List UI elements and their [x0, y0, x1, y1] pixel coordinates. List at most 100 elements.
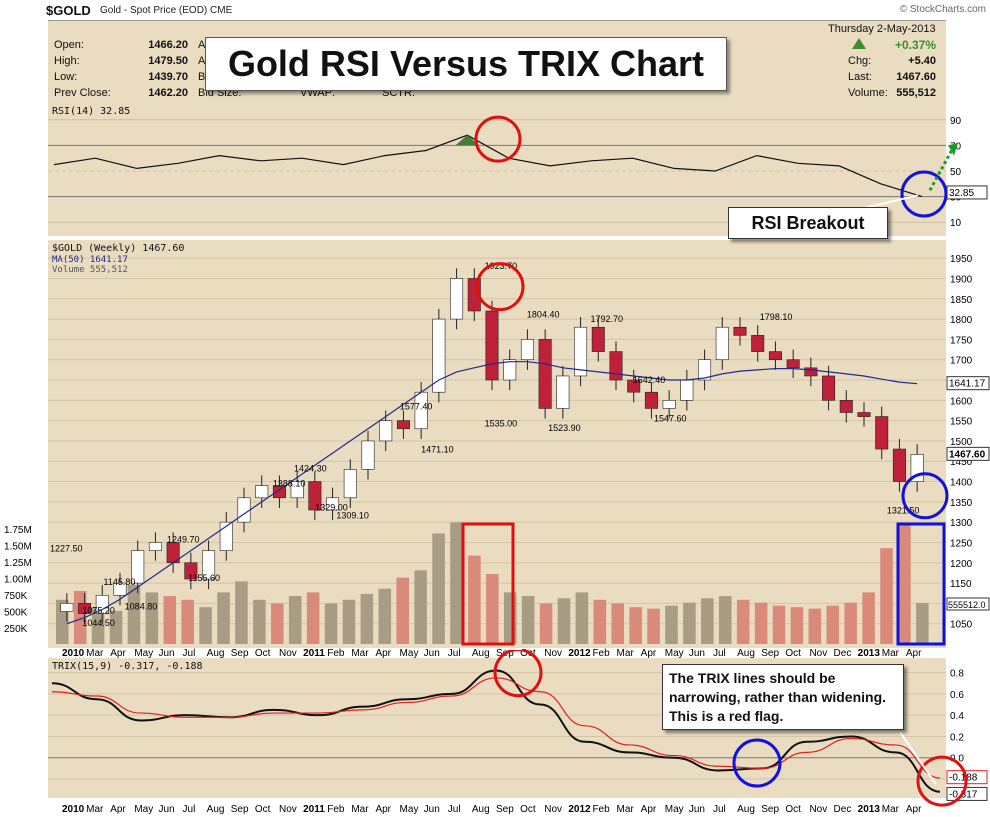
candle-body: [804, 367, 818, 377]
candle-body: [715, 326, 729, 361]
candle-body: [379, 420, 393, 442]
rsi-overbought-fill: [455, 135, 480, 146]
price-tick-label: 1200: [950, 559, 973, 570]
volume-last-box: [946, 597, 990, 611]
volume-bar: [826, 605, 840, 644]
trix-x-label: Apr: [641, 804, 657, 815]
candle-body: [343, 469, 357, 499]
trix-x-label: Mar: [882, 804, 900, 815]
volume-bar: [396, 577, 409, 644]
volume-tick-label: 750K: [4, 591, 28, 602]
volume-bar: [718, 596, 732, 644]
candle-body: [131, 550, 145, 584]
trix-x-label: Sep: [496, 804, 514, 815]
volume-tick-label: 1.00M: [4, 575, 32, 586]
volume-bar: [521, 596, 535, 644]
volume-bar: [432, 533, 445, 644]
trix-x-label: Oct: [520, 804, 536, 815]
volume-bar: [163, 596, 177, 644]
prev-close-value: 1462.20: [148, 87, 188, 99]
price-annotation: 1321.50: [887, 505, 920, 515]
trix-recent-circle: [916, 755, 968, 807]
volume-bar: [127, 585, 141, 644]
volume-bar: [736, 599, 750, 644]
rsi-tick-label: 10: [950, 218, 962, 229]
volume-tick-label: 1.75M: [4, 525, 32, 536]
price-tick-label: 1300: [950, 518, 973, 529]
price-annotation: 1145.80: [104, 577, 136, 587]
last-label: Last:: [848, 71, 872, 83]
candle-body: [662, 400, 676, 409]
price-chart: 1050110011501200125013001350140014501500…: [4, 254, 990, 659]
trix-x-label: Apr: [375, 804, 391, 815]
volume-bar: [629, 607, 642, 644]
trix-x-label: Jun: [689, 804, 705, 815]
rsi-tick-label: 50: [950, 167, 962, 178]
trix-peak-circle: [493, 650, 543, 698]
candle-body: [396, 420, 410, 430]
volume-bar: [503, 592, 517, 644]
volume-bar: [450, 522, 463, 644]
trix-x-label: Aug: [207, 804, 225, 815]
price-annotation: 1075.20: [82, 605, 115, 615]
trix-x-label: Jul: [713, 804, 726, 815]
trix-x-label: May: [400, 804, 419, 815]
volume-bar: [575, 592, 589, 644]
volume-bar: [468, 555, 481, 644]
rsi-last-label: 32.85: [949, 188, 974, 199]
trix-x-label: Nov: [279, 804, 297, 815]
price-x-label: Apr: [375, 648, 391, 659]
price-x-label: Jun: [158, 648, 174, 659]
volume-tick-label: 500K: [4, 608, 28, 619]
stockcharts-logo: © StockCharts.com: [899, 4, 986, 15]
volume-bar: [862, 592, 875, 644]
price-tick-label: 1050: [950, 620, 973, 631]
volume-bar: [414, 570, 427, 644]
trix-x-label: Sep: [231, 804, 249, 815]
trix-tick-label: 0.2: [950, 732, 964, 743]
candle-body: [839, 400, 853, 413]
trix-legend: TRIX(15,9) -0.317, -0.188: [52, 661, 203, 672]
trix-x-label: 2013: [858, 804, 881, 815]
candle-body: [680, 379, 694, 401]
price-tick-label: 1900: [950, 274, 973, 285]
volume-bar: [593, 599, 607, 644]
trix-x-label: 2012: [568, 804, 591, 815]
price-annotation: 1792.70: [590, 314, 623, 324]
volume-bar: [539, 603, 553, 644]
price-tick-label: 1700: [950, 356, 973, 367]
volume-bar: [181, 599, 194, 644]
trix-x-label: Oct: [255, 804, 271, 815]
volume-peak-box: [461, 522, 515, 646]
volume-value: 555,512: [896, 87, 936, 99]
volume-bar: [360, 593, 374, 644]
price-tick-label: 1500: [950, 437, 973, 448]
candle-body: [290, 481, 304, 499]
price-x-label: Aug: [207, 648, 225, 659]
price-annotation: 1309.10: [336, 510, 369, 520]
trix-x-label: Aug: [737, 804, 755, 815]
price-annotation: 1804.40: [527, 309, 560, 319]
candle-body: [184, 562, 198, 580]
subtitle: Gold - Spot Price (EOD) CME: [100, 5, 233, 16]
trix-tick-label: 0.6: [950, 690, 964, 701]
trix-x-label: Jun: [158, 804, 174, 815]
price-tick-label: 1400: [950, 478, 973, 489]
candle-body: [308, 481, 322, 511]
trix-x-label: Sep: [761, 804, 779, 815]
candle-body: [698, 359, 712, 381]
price-tick-label: 1150: [950, 579, 972, 590]
price-tick-label: 1800: [950, 315, 973, 326]
trix-x-label: Feb: [327, 804, 345, 815]
candle-body: [78, 603, 92, 614]
candle-body: [202, 550, 216, 580]
volume-bar: [808, 608, 822, 644]
price-x-label: Mar: [86, 648, 104, 659]
volume-bar: [486, 574, 499, 644]
rsi-arrow-head-icon: [948, 142, 958, 156]
price-x-label: Feb: [327, 648, 345, 659]
candle-body: [786, 359, 800, 369]
price-x-label: Jun: [689, 648, 705, 659]
trix-cross-circle: [732, 738, 782, 788]
trix-x-label: May: [134, 804, 153, 815]
